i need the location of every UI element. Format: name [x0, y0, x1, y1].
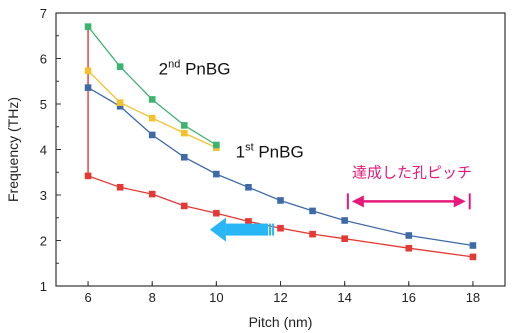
series-1-point [245, 183, 252, 191]
y-tick-label-5: 5 [40, 97, 47, 112]
series-0-point [84, 172, 92, 180]
series-3-point [180, 122, 188, 129]
series-0-point [245, 218, 252, 225]
series-3-point [148, 96, 156, 103]
y-axis-label: Frequency (THz) [5, 97, 21, 202]
series-0-point [213, 209, 220, 217]
x-tick-label-6: 6 [84, 290, 91, 305]
y-tick-label-4: 4 [40, 143, 47, 158]
x-tick-label-16: 16 [402, 290, 416, 305]
x-axis-label: Pitch (nm) [249, 314, 313, 330]
y-tick-label-6: 6 [40, 52, 47, 67]
y-tick-label-1: 1 [40, 279, 47, 294]
series-2-point [148, 114, 156, 122]
y-tick-label-3: 3 [40, 188, 47, 203]
trend-arrow-tail-stripe [269, 223, 272, 236]
x-tick-label-14: 14 [337, 290, 351, 305]
series-1-point [469, 242, 477, 249]
series-2-point [116, 99, 124, 106]
series-3-point [213, 141, 220, 149]
x-tick-label-18: 18 [466, 290, 480, 305]
series-1-point [84, 84, 92, 91]
x-tick-label-8: 8 [149, 290, 156, 305]
series-0-point [469, 253, 477, 261]
series-0-point [309, 230, 316, 238]
series-3-line [87, 26, 217, 146]
series-1-point [309, 207, 316, 215]
y-tick-label-7: 7 [40, 6, 47, 21]
series-1-point [277, 197, 284, 204]
series-0-line [87, 175, 473, 258]
series-0-point [405, 244, 413, 252]
series-0-point [116, 183, 124, 191]
series-group [84, 23, 477, 261]
x-tick-label-12: 12 [273, 290, 287, 305]
series-3-point [84, 23, 92, 30]
trend-arrow-head [209, 217, 226, 242]
first-band-label: 1st PnBG [236, 142, 304, 162]
series-1-point [405, 232, 413, 239]
annotations: 2nd PnBG 1st PnBG 達成した孔ピッチ [159, 58, 472, 242]
series-1 [84, 84, 477, 249]
trend-arrow-tail-stripe [272, 223, 275, 236]
series-3 [84, 23, 220, 149]
series-0-point [341, 235, 348, 242]
series-1-point [213, 170, 220, 178]
series-0-point [277, 224, 284, 232]
trend-arrow-shaft [225, 223, 269, 236]
series-2-point [180, 129, 188, 137]
second-band-label: 2nd PnBG [159, 58, 231, 78]
achieved-pitch-arrowhead-left [351, 195, 364, 208]
series-1-point [341, 217, 348, 224]
achieved-pitch-arrowhead-right [453, 195, 466, 208]
achieved-pitch-label: 達成した孔ピッチ [352, 164, 472, 182]
series-3-point [116, 63, 124, 70]
series-0 [84, 172, 477, 261]
series-2 [84, 67, 220, 151]
series-0-point [148, 190, 156, 198]
x-tick-label-10: 10 [209, 290, 223, 305]
y-tick-label-2: 2 [40, 234, 47, 249]
series-0-point [180, 202, 188, 210]
series-1-point [116, 102, 124, 110]
series-1-point [148, 131, 156, 139]
series-1-point [180, 153, 188, 161]
series-2-point [84, 67, 92, 75]
